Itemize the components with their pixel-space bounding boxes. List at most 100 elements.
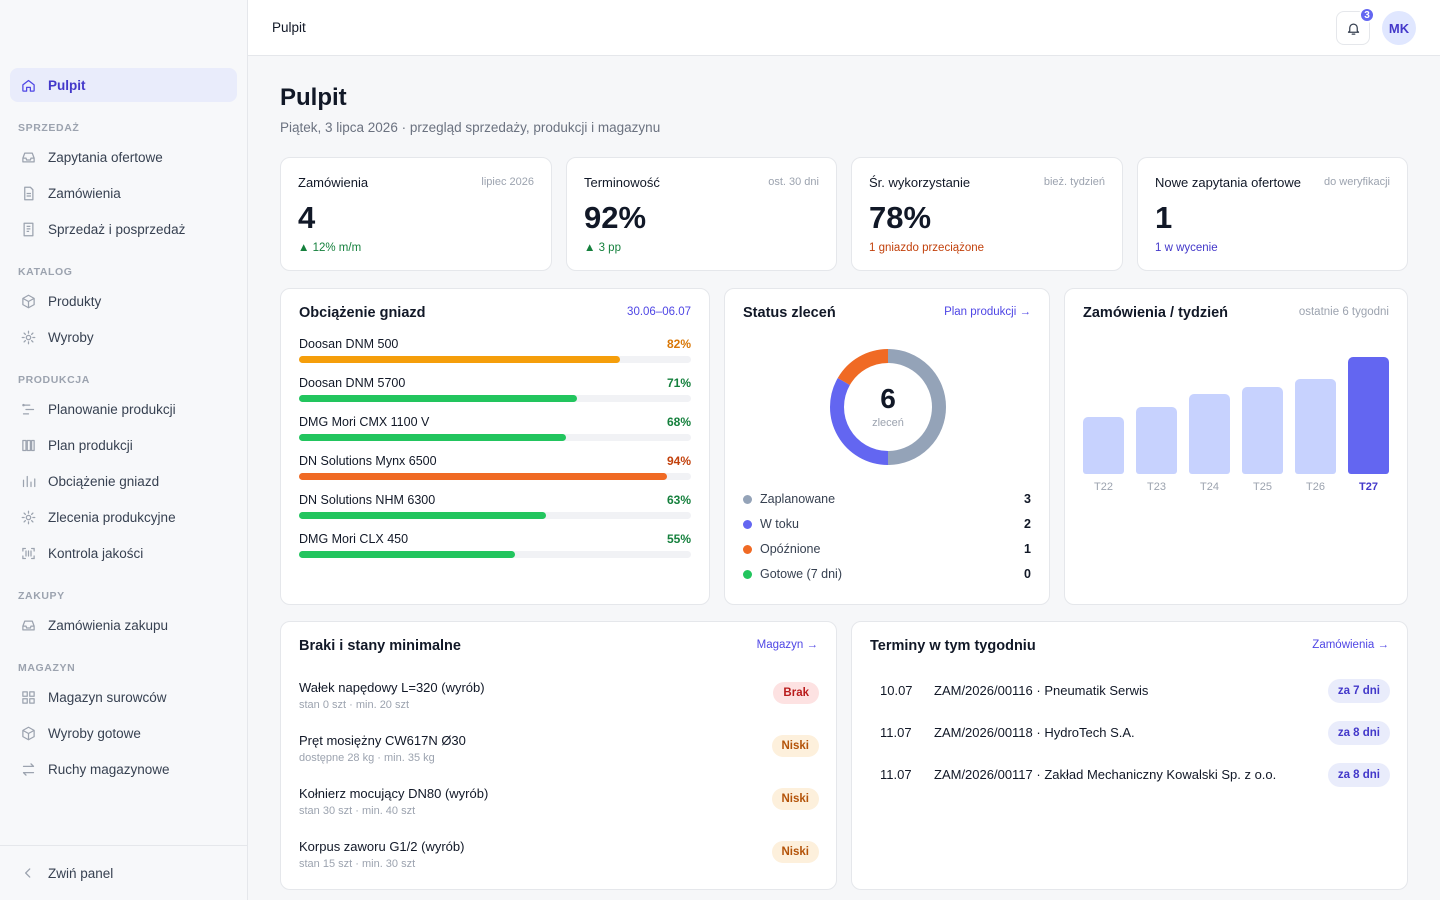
avatar[interactable]: MK (1382, 11, 1416, 45)
sidebar-item-production-orders[interactable]: Zlecenia produkcyjne (10, 500, 237, 534)
sidebar-item-label: Wyroby gotowe (48, 725, 141, 741)
load-row[interactable]: Doosan DNM 500 82% (299, 337, 691, 371)
chevron-left-icon (20, 865, 36, 881)
load-row[interactable]: Doosan DNM 5700 71% (299, 376, 691, 410)
bar-T23[interactable] (1136, 407, 1177, 474)
item-stock-detail: dostępne 28 kg · min. 35 kg (299, 752, 435, 764)
collapse-label: Zwiń panel (48, 865, 114, 881)
orders-link[interactable]: Zamówienia → (1312, 639, 1389, 651)
shortage-item[interactable]: Pręt mosiężny CW617N Ø30 dostępne 28 kg ·… (299, 733, 819, 773)
load-bar-track (299, 395, 691, 402)
donut-segment-0[interactable] (887, 349, 946, 465)
bar-T22[interactable] (1083, 416, 1124, 474)
kpi-period: bież. tydzień (1043, 176, 1105, 188)
legend-count: 1 (1024, 542, 1031, 556)
deadline-date: 11.07 (880, 725, 912, 740)
kpi-note: 1 gniazdo przeciążone (869, 242, 985, 254)
item-stock-detail: stan 0 szt · min. 20 szt (299, 699, 410, 711)
load-row[interactable]: DMG Mori CMX 1100 V 68% (299, 415, 691, 449)
sidebar-item-production-plan[interactable]: Plan produkcji (10, 428, 237, 462)
bar-chart-icon (20, 473, 36, 489)
shortage-item[interactable]: Wałek napędowy L=320 (wyrób) stan 0 szt ·… (299, 680, 819, 720)
warehouse-link[interactable]: Magazyn → (756, 639, 818, 651)
bar-T27[interactable] (1348, 357, 1389, 474)
load-bar-track (299, 356, 691, 363)
sidebar-item-dashboard[interactable]: Pulpit (10, 68, 237, 102)
kpi-card-new-inquiries[interactable]: Nowe zapytania ofertowe do weryfikacji 1… (1137, 157, 1408, 271)
sidebar-item-goods[interactable]: Wyroby (10, 320, 237, 354)
deadlines-card: Terminy w tym tygodniu Zamówienia → 10.0… (851, 621, 1408, 890)
gear-icon (20, 329, 36, 345)
sidebar-item-production-planning[interactable]: Planowanie produkcji (10, 392, 237, 426)
deadline-row[interactable]: 11.07 ZAM/2026/00117 · Zakład Mechaniczny… (880, 763, 1390, 787)
sidebar-item-products[interactable]: Produkty (10, 284, 237, 318)
sidebar-item-finished-goods[interactable]: Wyroby gotowe (10, 716, 237, 750)
legend-count: 0 (1024, 567, 1031, 581)
bar-T26[interactable] (1295, 379, 1336, 474)
load-bar-fill (299, 395, 578, 402)
deadline-order: ZAM/2026/00118 · HydroTech S.A. (934, 725, 1135, 740)
deadline-row[interactable]: 10.07 ZAM/2026/00116 · Pneumatik Serwis za… (880, 679, 1390, 703)
item-stock-detail: stan 15 szt · min. 30 szt (299, 858, 416, 870)
status-legend-item[interactable]: Gotowe (7 dni) 0 (743, 565, 1031, 583)
deadline-row[interactable]: 11.07 ZAM/2026/00118 · HydroTech S.A. za 8… (880, 721, 1390, 745)
load-bar-track (299, 512, 691, 519)
load-row[interactable]: DN Solutions NHM 6300 63% (299, 493, 691, 527)
kpi-label: Zamówienia (298, 175, 369, 190)
sidebar-item-purchase-orders[interactable]: Zamówienia zakupu (10, 608, 237, 642)
sidebar-item-label: Zlecenia produkcyjne (48, 509, 176, 525)
shortage-item[interactable]: Kołnierz mocujący DN80 (wyrób) stan 30 sz… (299, 786, 819, 826)
legend-count: 2 (1024, 517, 1031, 531)
box-icon (20, 293, 36, 309)
item-name: Kołnierz mocujący DN80 (wyrób) (299, 786, 489, 801)
kpi-note: 1 w wycenie (1155, 242, 1218, 254)
legend-dot (743, 544, 752, 554)
legend-dot (743, 494, 752, 504)
donut-segment-2[interactable] (837, 349, 889, 386)
status-legend-item[interactable]: W toku 2 (743, 515, 1031, 533)
receipt-icon (20, 221, 36, 237)
shortage-item[interactable]: Korpus zaworu G1/2 (wyrób) stan 15 szt · … (299, 839, 819, 879)
page-title: Pulpit (280, 84, 347, 111)
bar-label: T26 (1306, 481, 1325, 493)
kpi-card-timeliness[interactable]: Terminowość ost. 30 dni 92% ▲ 3 pp (566, 157, 837, 271)
load-row[interactable]: DN Solutions Mynx 6500 94% (299, 454, 691, 488)
sidebar-item-raw-materials[interactable]: Magazyn surowców (10, 680, 237, 714)
legend-label: Opóźnione (760, 542, 821, 556)
status-legend-item[interactable]: Opóźnione 1 (743, 540, 1031, 558)
workcenter-load-card: Obciążenie gniazd 30.06–06.07 Doosan DNM… (280, 288, 710, 605)
item-name: Pręt mosiężny CW617N Ø30 (299, 733, 466, 748)
sidebar-section-catalog: KATALOG (18, 266, 73, 278)
bar-label: T27 (1359, 481, 1378, 493)
deadline-date: 11.07 (880, 767, 912, 782)
sidebar-item-inquiries[interactable]: Zapytania ofertowe (10, 140, 237, 174)
kpi-value: 92% (584, 200, 647, 235)
kpi-card-orders[interactable]: Zamówienia lipiec 2026 4 ▲ 12% m/m (280, 157, 552, 271)
sidebar-section-production: PRODUKCJA (18, 374, 90, 386)
sidebar-item-label: Produkty (48, 293, 102, 309)
load-bar-fill (299, 473, 668, 480)
notification-badge: 3 (1359, 7, 1375, 23)
sidebar-item-orders[interactable]: Zamówienia (10, 176, 237, 210)
sidebar-item-stock-movements[interactable]: Ruchy magazynowe (10, 752, 237, 786)
donut-segment-1[interactable] (830, 378, 889, 465)
sidebar-item-label: Sprzedaż i posprzedaż (48, 221, 186, 237)
load-row[interactable]: DMG Mori CLX 450 55% (299, 532, 691, 566)
workcenter-name: DMG Mori CLX 450 (299, 532, 409, 546)
status-legend-item[interactable]: Zaplanowane 3 (743, 490, 1031, 508)
sidebar-item-workcenter-load[interactable]: Obciążenie gniazd (10, 464, 237, 498)
kpi-card-utilization[interactable]: Śr. wykorzystanie bież. tydzień 78% 1 gn… (851, 157, 1123, 271)
sidebar-item-sales-aftersales[interactable]: Sprzedaż i posprzedaż (10, 212, 237, 246)
kanban-icon (20, 437, 36, 453)
legend-label: Gotowe (7 dni) (760, 567, 842, 581)
kpi-value: 78% (869, 200, 932, 235)
collapse-sidebar-button[interactable]: Zwiń panel (10, 856, 237, 890)
sidebar-item-quality-control[interactable]: Kontrola jakości (10, 536, 237, 570)
bar-label: T23 (1147, 481, 1166, 493)
production-plan-link[interactable]: Plan produkcji → (944, 306, 1031, 318)
kpi-label: Śr. wykorzystanie (869, 175, 971, 190)
bar-T24[interactable] (1189, 394, 1230, 474)
date-range[interactable]: 30.06–06.07 (627, 306, 691, 318)
chart-subtitle: ostatnie 6 tygodni (1298, 306, 1389, 318)
bar-T25[interactable] (1242, 387, 1283, 474)
